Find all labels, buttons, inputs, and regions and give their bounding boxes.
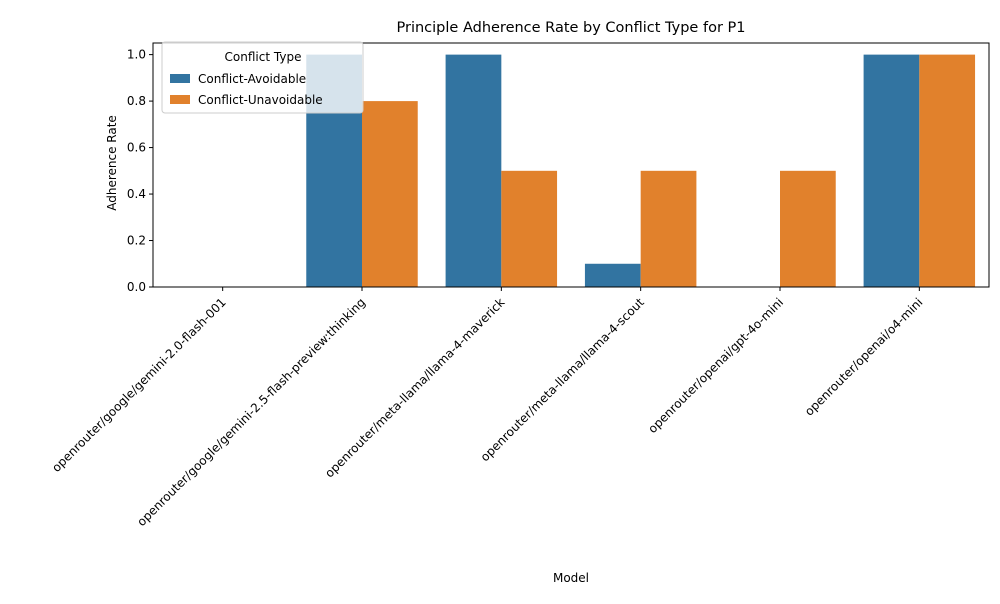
bar-avoidable-5 [863,54,920,288]
legend-swatch-unavoidable [170,95,190,104]
legend-label-unavoidable: Conflict-Unavoidable [198,93,323,107]
y-tick-label: 0.6 [127,141,146,155]
legend-swatch-avoidable [170,74,190,83]
y-tick-label: 1.0 [127,48,146,62]
bar-unavoidable-1 [362,101,418,287]
x-tick-label: openrouter/openai/o4-mini [802,295,925,418]
x-tick-label: openrouter/openai/gpt-4o-mini [645,295,786,436]
y-tick-label: 0.8 [127,94,146,108]
legend: Conflict Type Conflict-Avoidable Conflict… [161,41,364,114]
x-axis-label: Model [553,571,589,585]
bar-avoidable-3 [584,263,641,287]
x-tick-label: openrouter/google/gemini-2.5-flash-previ… [134,295,368,529]
x-tick-label: openrouter/meta-llama/llama-4-scout [478,295,647,464]
plot-frame [152,42,990,288]
y-axis-label: Adherence Rate [105,115,119,211]
y-tick-label: 0.2 [127,234,146,248]
legend-frame [161,41,364,114]
bar-avoidable-2 [445,54,502,288]
bar-unavoidable-4 [780,170,836,287]
bar-unavoidable-5 [919,54,976,288]
chart-title: Principle Adherence Rate by Conflict Typ… [397,20,746,36]
legend-title: Conflict Type [225,50,302,64]
y-tick-label: 0.4 [127,187,146,201]
y-tick-label: 0.0 [127,280,146,294]
bar-unavoidable-3 [640,170,697,287]
x-tick-label: openrouter/google/gemini-2.0-flash-001 [49,295,229,475]
bar-unavoidable-2 [501,170,558,287]
legend-label-avoidable: Conflict-Avoidable [198,72,306,86]
